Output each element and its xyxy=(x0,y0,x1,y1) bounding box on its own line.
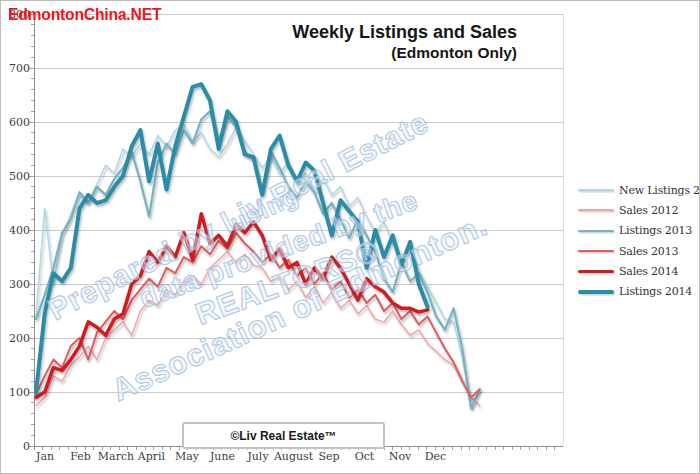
y-tick-label: 0 xyxy=(23,440,30,453)
chart-title: Weekly Listings and Sales xyxy=(1,22,517,43)
y-tick-label: 400 xyxy=(9,224,30,237)
legend-item-listings-2013: Listings 2013 xyxy=(578,221,700,241)
y-tick-label: 100 xyxy=(9,386,30,399)
x-month-label: June xyxy=(209,450,235,463)
x-month-label: Sep xyxy=(318,450,339,463)
legend-swatch xyxy=(578,209,614,211)
legend-item-sales-2013: Sales 2013 xyxy=(578,241,700,261)
x-month-label: August xyxy=(273,450,314,463)
x-month-label: Feb xyxy=(70,450,91,463)
x-month-label: Nov xyxy=(389,450,412,463)
legend-item-sales-2014: Sales 2014 xyxy=(578,261,700,281)
legend-swatch xyxy=(578,270,614,274)
x-month-label: April xyxy=(137,450,166,463)
chart-title-block: Weekly Listings and Sales (Edmonton Only… xyxy=(1,22,517,63)
legend-swatch xyxy=(578,230,614,232)
legend-item-sales-2012: Sales 2012 xyxy=(578,200,700,220)
legend-swatch xyxy=(578,189,614,191)
footer-box-label: ©Liv Real Estate™ xyxy=(230,429,336,443)
legend-label: Sales 2012 xyxy=(619,204,678,217)
y-tick-label: 500 xyxy=(9,170,30,183)
y-tick-label: 700 xyxy=(9,62,30,75)
y-tick-label: 200 xyxy=(9,332,30,345)
x-month-label: May xyxy=(175,450,200,463)
legend-label: Listings 2014 xyxy=(619,285,692,298)
legend-swatch xyxy=(578,250,614,252)
legend-item-listings-2014: Listings 2014 xyxy=(578,281,700,301)
footer-box: ©Liv Real Estate™ xyxy=(182,422,385,449)
watermark-layer: Prepared by Liv Real Estateusingdata pro… xyxy=(43,105,493,408)
legend-label: New Listings 2012 xyxy=(619,184,700,197)
x-month-label: July xyxy=(246,450,269,463)
x-month-label: Jan xyxy=(35,450,54,463)
chart-subtitle: (Edmonton Only) xyxy=(1,43,517,63)
legend-item-new-listings-2012: New Listings 2012 xyxy=(578,180,700,200)
y-tick-label: 300 xyxy=(9,278,30,291)
legend-swatch xyxy=(578,290,614,294)
x-month-label: March xyxy=(98,450,134,463)
legend-label: Sales 2013 xyxy=(619,245,678,258)
x-month-label: Dec xyxy=(425,450,447,463)
legend-label: Listings 2013 xyxy=(619,224,692,237)
y-tick-label: 600 xyxy=(9,116,30,129)
legend: New Listings 2012 Sales 2012 Listings 2013… xyxy=(578,180,700,302)
x-month-label: Oct xyxy=(355,450,375,463)
legend-label: Sales 2014 xyxy=(619,265,678,278)
chart-image: 0100200300400500600700800JanFebMarchApri… xyxy=(0,0,700,474)
edmontonchina-logo: EdmontonChina.NET xyxy=(8,5,161,25)
